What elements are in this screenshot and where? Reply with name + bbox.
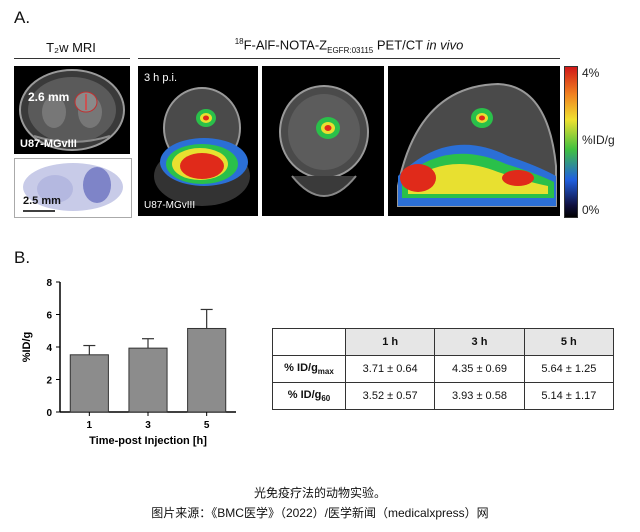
pet-cell-label: U87-MGvIII <box>144 200 196 211</box>
table-row-label-main: % ID/g <box>284 361 318 374</box>
pet-time-label: 3 h p.i. <box>144 72 178 84</box>
mri-header-line <box>14 58 130 59</box>
table-row: % ID/g60 3.52 ± 0.57 3.93 ± 0.58 5.14 ± … <box>272 382 615 410</box>
bar <box>187 327 227 413</box>
table-row-label: % ID/gmax <box>272 355 346 383</box>
pet-image-coronal: 3 h p.i. U87-MGvIII <box>138 66 258 216</box>
pet-image-axial <box>262 66 384 216</box>
table-cell: 5.64 ± 1.25 <box>523 355 615 383</box>
table-cell: 3.93 ± 0.58 <box>434 382 525 410</box>
pet-image-sagittal <box>388 66 560 216</box>
colorbar-min-label: 0% <box>582 203 600 217</box>
histology-scale-label: 2.5 mm <box>23 195 61 207</box>
pet-axial-graphic <box>279 85 369 197</box>
pet-header-main: F-AlF-NOTA-Z <box>243 37 328 53</box>
table-row-label-main: % ID/g <box>287 388 322 401</box>
colorbar-unit-label: %ID/g <box>582 133 615 147</box>
table-header-cell: 3 h <box>434 328 525 356</box>
mri-brain-graphic <box>19 69 125 151</box>
y-tick-label: 8 <box>46 278 52 289</box>
pet-header: 18F-AlF-NOTA-ZEGFR:03115 PET/CT in vivo <box>138 37 560 55</box>
x-tick-label: 1 <box>87 420 93 431</box>
mri-image: 2.6 mm U87-MGvIII <box>14 66 130 154</box>
y-tick-label: 0 <box>46 408 52 419</box>
caption-line-2: 图片来源：《BMC医学》（2022）/医学新闻（medicalxpress）网 <box>151 506 489 520</box>
colorbar <box>564 66 578 218</box>
x-tick-label: 3 <box>145 420 151 431</box>
pet-header-isotope: 18 <box>234 37 244 46</box>
pet-header-sub: EGFR:03115 <box>327 45 374 55</box>
pet-header-italic: in vivo <box>426 37 464 53</box>
mri-cell-label: U87-MGvIII <box>20 138 77 150</box>
table-cell: 3.71 ± 0.64 <box>344 355 436 383</box>
table-row: % ID/gmax 3.71 ± 0.64 4.35 ± 0.69 5.64 ±… <box>272 355 615 383</box>
pet-sagittal-graphic <box>397 82 557 207</box>
bar <box>128 347 168 413</box>
table-cell: 4.35 ± 0.69 <box>434 355 525 383</box>
histology-image: 2.5 mm <box>14 158 132 218</box>
table-row-label-sub: 60 <box>321 394 331 404</box>
bar-chart: 0 2 4 6 8 %ID/g 1 3 5 Time-post Injection [h] <box>21 278 236 447</box>
table-cell: 3.52 ± 0.57 <box>344 382 436 410</box>
pet-header-suffix: PET/CT <box>373 37 427 53</box>
bar <box>69 354 109 413</box>
caption-line-1: 光免疫疗法的动物实验。 <box>253 486 386 500</box>
table-header-cell: 5 h <box>523 328 615 356</box>
y-tick-label: 4 <box>46 343 52 354</box>
pet-coronal-graphic <box>154 87 250 206</box>
x-tick-label: 5 <box>204 420 210 431</box>
mri-scale-label: 2.6 mm <box>28 90 70 104</box>
table-header-row: 1 h 3 h 5 h <box>272 328 615 356</box>
y-tick-label: 6 <box>46 311 52 322</box>
results-table: 1 h 3 h 5 h % ID/gmax 3.71 ± 0.64 4.35 ±… <box>272 328 615 410</box>
table-corner-cell <box>272 328 346 356</box>
histology-graphic <box>23 163 123 212</box>
panel-a-letter: A. <box>14 8 31 27</box>
table-header-cell: 1 h <box>344 328 436 356</box>
colorbar-max-label: 4% <box>582 66 600 80</box>
x-axis-label: Time-post Injection [h] <box>89 435 207 447</box>
panel-b-letter: B. <box>14 248 31 267</box>
table-row-label-sub: max <box>317 367 334 377</box>
table-cell: 5.14 ± 1.17 <box>523 382 615 410</box>
mri-header: T₂w MRI <box>46 40 96 55</box>
y-tick-label: 2 <box>46 376 52 387</box>
y-axis-label: %ID/g <box>21 332 33 363</box>
table-row-label: % ID/g60 <box>272 382 346 410</box>
pet-header-line <box>138 58 560 59</box>
